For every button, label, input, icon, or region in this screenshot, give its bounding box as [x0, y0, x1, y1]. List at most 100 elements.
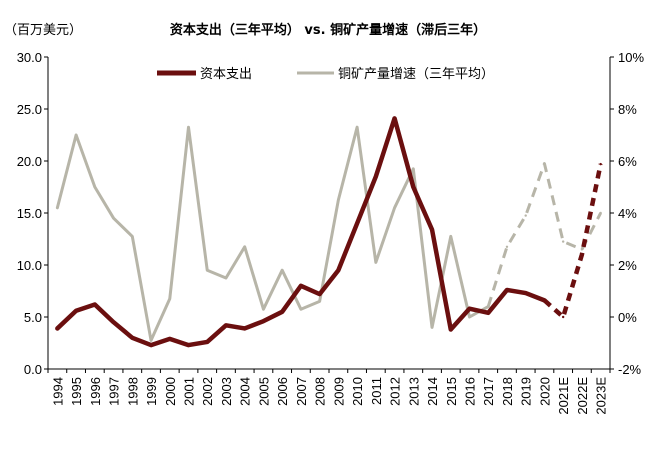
x-tick-label: 2020: [537, 377, 552, 406]
data-point-copper-growth: [355, 126, 359, 129]
data-point-copper-growth: [187, 126, 190, 129]
series-line-capex-forecast: [542, 163, 603, 320]
x-tick-label: 2005: [256, 377, 271, 406]
data-point-copper-growth: [93, 185, 97, 189]
x-tick-label: 2016: [463, 377, 478, 406]
data-point-capex: [74, 309, 78, 312]
data-point-capex: [412, 185, 415, 189]
x-tick-label: 2017: [481, 377, 496, 406]
data-point-capex: [206, 340, 209, 344]
data-point-capex: [168, 337, 171, 341]
data-point-copper-growth: [412, 167, 415, 170]
x-axis-ticks: 1994 1995 1996 1997 1998 1999 2000 2001 2002 2003…: [47, 369, 611, 415]
legend-label-copper-growth: 铜矿产量增速（三年平均）: [338, 67, 494, 82]
x-tick-label: 2011: [369, 377, 384, 405]
x-tick-label: 2009: [331, 377, 346, 406]
series-line-copper-growth-forecast: [486, 162, 602, 308]
data-point-capex: [355, 222, 359, 225]
x-tick-label: 1995: [69, 377, 84, 406]
left-tick-label: 25.0: [17, 102, 42, 117]
x-tick-label: 2001: [182, 377, 197, 406]
x-tick-label: 1996: [88, 377, 103, 406]
x-tick-label: 2002: [200, 377, 215, 406]
x-tick-label: 2013: [406, 377, 421, 406]
left-tick-label: 10.0: [17, 258, 42, 273]
data-point-copper-growth: [74, 133, 78, 137]
data-point-capex: [131, 336, 134, 339]
data-point-copper-growth: [299, 308, 303, 311]
data-point-copper-growth: [337, 198, 340, 202]
data-point-capex: [393, 117, 396, 120]
right-tick-label: 6%: [618, 154, 637, 169]
data-point-capex: [262, 319, 265, 323]
x-tick-label: 2023E: [594, 377, 609, 415]
right-tick-label: 4%: [618, 206, 637, 221]
x-tick-label: 2007: [294, 377, 309, 406]
data-point-capex: [299, 284, 303, 287]
data-point-capex: [224, 324, 228, 327]
x-tick-label: 2010: [350, 377, 365, 406]
x-tick-label: 2019: [519, 377, 534, 406]
data-point-copper-growth: [206, 269, 209, 272]
left-tick-label: 15.0: [17, 206, 42, 221]
series-line-capex: [55, 116, 547, 348]
x-tick-label: 2021E: [556, 377, 571, 415]
left-tick-label: 20.0: [17, 154, 42, 169]
data-point-capex: [561, 315, 565, 319]
data-point-copper-growth: [280, 269, 284, 272]
left-tick-label: 5.0: [24, 310, 42, 325]
data-point-capex: [243, 327, 246, 330]
data-point-copper-growth: [468, 315, 471, 319]
right-axis-ticks: -2% 0% 2% 4% 6% 8% 10%: [610, 50, 644, 377]
data-point-copper-growth: [487, 305, 490, 308]
data-point-capex: [430, 228, 434, 231]
right-tick-label: 10%: [618, 50, 644, 65]
data-point-capex: [280, 310, 284, 313]
right-tick-label: 0%: [618, 310, 637, 325]
data-point-copper-growth: [599, 211, 602, 215]
x-tick-label: 2014: [425, 377, 440, 406]
x-tick-label: 2006: [275, 377, 290, 406]
data-point-copper-growth: [393, 206, 396, 209]
right-tick-label: 8%: [618, 102, 637, 117]
x-tick-label: 2018: [500, 377, 515, 406]
data-point-capex: [449, 328, 452, 331]
x-tick-label: 2000: [163, 377, 178, 406]
data-point-copper-growth: [168, 297, 171, 300]
series-line-copper-growth: [55, 125, 490, 342]
x-tick-label: 2012: [388, 377, 403, 406]
data-point-copper-growth: [505, 245, 509, 248]
data-point-copper-growth: [580, 248, 584, 251]
legend-label-capex: 资本支出: [200, 67, 252, 82]
legend: 资本支出 铜矿产量增速（三年平均）: [157, 67, 494, 82]
data-point-capex: [524, 291, 527, 295]
data-point-copper-growth: [543, 162, 546, 165]
data-point-copper-growth: [56, 206, 59, 209]
x-tick-label: 1994: [50, 377, 65, 406]
data-point-capex: [543, 299, 546, 302]
data-point-copper-growth: [318, 300, 321, 303]
data-point-capex: [149, 343, 153, 347]
chart-title: 资本支出（三年平均） vs. 铜矿产量增速（滞后三年）: [170, 22, 486, 38]
data-point-copper-growth: [149, 339, 153, 342]
data-point-capex: [487, 311, 490, 315]
data-point-copper-growth: [374, 261, 378, 264]
data-point-capex: [580, 253, 584, 256]
axes: [47, 57, 611, 370]
data-point-capex: [187, 343, 190, 347]
left-tick-label: 0.0: [24, 362, 42, 377]
data-point-capex: [56, 327, 59, 330]
data-point-capex: [318, 292, 321, 296]
data-point-copper-growth: [262, 308, 265, 311]
data-point-capex: [505, 288, 509, 292]
data-point-copper-growth: [112, 217, 115, 220]
right-tick-label: -2%: [618, 362, 642, 377]
x-tick-label: 2004: [238, 377, 253, 406]
data-point-copper-growth: [524, 214, 527, 217]
x-tick-label: 2008: [313, 377, 328, 406]
left-axis-ticks: 0.0 5.0 10.0 15.0 20.0 25.0 30.0: [17, 50, 48, 377]
x-tick-label: 2003: [219, 377, 234, 406]
x-tick-label: 1998: [125, 377, 140, 406]
series-layer: [55, 116, 603, 348]
